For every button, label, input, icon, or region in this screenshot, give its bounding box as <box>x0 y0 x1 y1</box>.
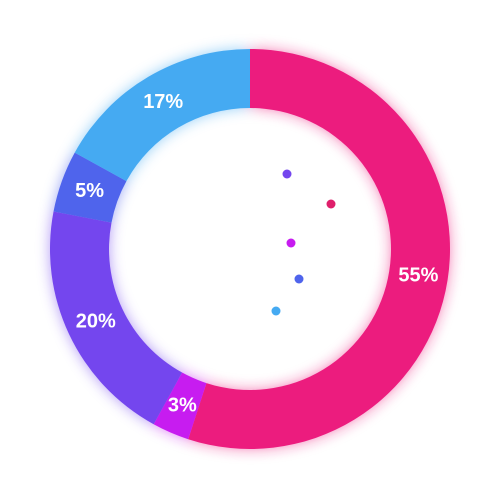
marker-dot <box>326 199 336 209</box>
donut-slice <box>53 152 127 223</box>
slice-value-label: 55% <box>398 265 438 287</box>
chart-dots <box>271 169 336 316</box>
donut-slice <box>153 372 207 440</box>
slice-value-label: 17% <box>143 91 183 113</box>
donut-slice <box>49 211 183 425</box>
donut-slice <box>74 49 250 182</box>
chart-slices <box>49 49 451 449</box>
marker-dot <box>271 306 281 316</box>
marker-dot <box>286 238 296 248</box>
slice-value-label: 20% <box>76 311 116 333</box>
marker-dot <box>294 274 304 284</box>
chart-labels: 55% 3% 20% 5% 17% <box>75 91 439 416</box>
slice-value-label: 3% <box>168 394 197 416</box>
donut-slice <box>188 49 451 449</box>
marker-dot <box>282 169 292 179</box>
slice-value-label: 5% <box>75 180 104 202</box>
